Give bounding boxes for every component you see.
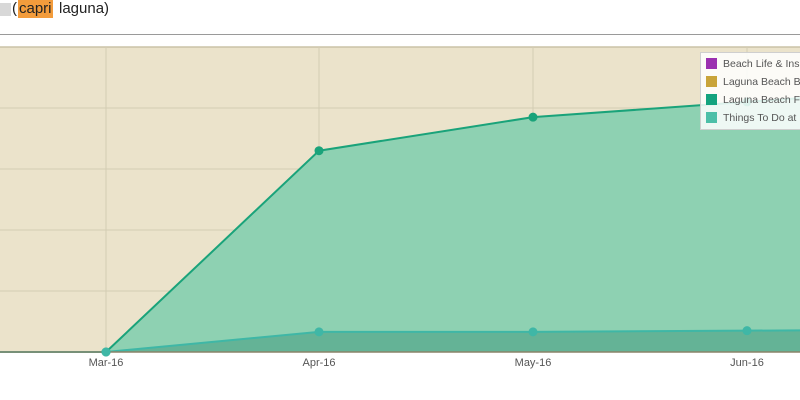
chart-legend: Beach Life & Ins Laguna Beach B Laguna Bea…	[700, 52, 800, 130]
data-point-things-to-do	[314, 327, 324, 337]
query-rest-text: laguna)	[59, 0, 110, 17]
series-area-things-to-do	[0, 330, 800, 352]
data-point-things-to-do	[528, 327, 538, 337]
query-open-paren: (	[12, 0, 17, 17]
legend-label: Things To Do at	[723, 112, 797, 124]
data-point-things-to-do	[742, 326, 752, 336]
legend-label: Laguna Beach B	[723, 76, 800, 88]
legend-swatch	[706, 112, 717, 123]
data-point-things-to-do	[101, 347, 111, 357]
x-tick-label: Apr-16	[302, 357, 335, 369]
x-tick-label: Jun-16	[730, 357, 764, 369]
series-area-laguna-beach-f	[0, 98, 800, 353]
query-color-swatch	[0, 3, 11, 16]
x-tick-label: May-16	[515, 357, 552, 369]
x-tick-label: Mar-16	[89, 357, 124, 369]
header-divider	[0, 34, 800, 35]
legend-swatch	[706, 76, 717, 87]
legend-label: Laguna Beach F	[723, 94, 800, 106]
legend-swatch	[706, 58, 717, 69]
legend-swatch	[706, 94, 717, 105]
query-highlight-term: capri	[18, 0, 53, 18]
data-point-laguna-beach-f	[528, 112, 538, 122]
data-point-laguna-beach-f	[314, 146, 324, 156]
query-bar: ( capri laguna)	[0, 0, 800, 22]
legend-label: Beach Life & Ins	[723, 58, 800, 70]
